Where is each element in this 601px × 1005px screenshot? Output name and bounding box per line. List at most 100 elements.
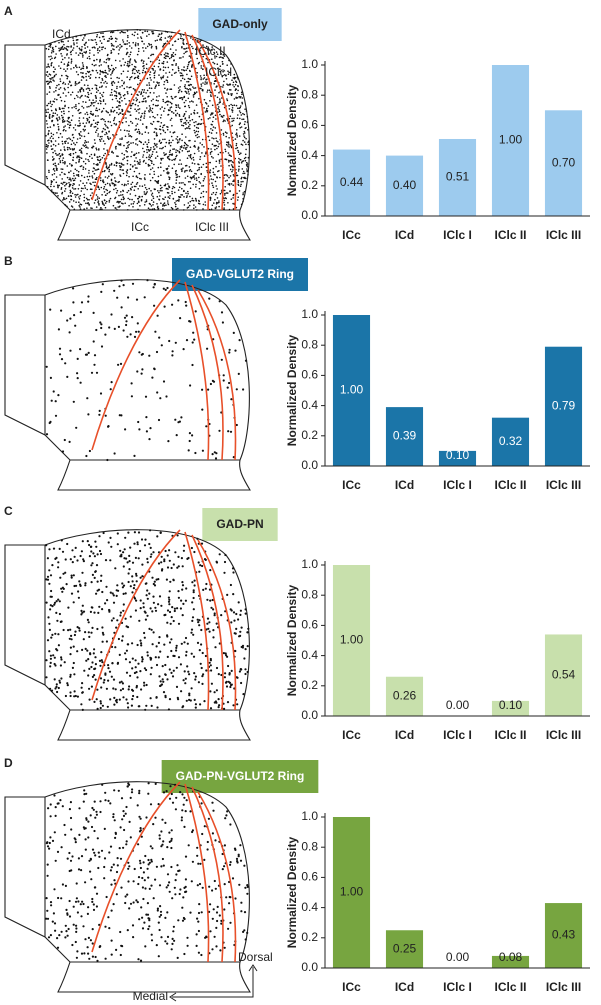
cell-dot: [137, 77, 139, 79]
cell-dot: [58, 88, 60, 90]
cell-dot: [142, 185, 144, 187]
cell-dot: [185, 147, 187, 149]
cell-dot: [48, 46, 50, 48]
cell-dot: [63, 113, 65, 115]
cell-dot: [83, 828, 85, 830]
panel-letter: A: [4, 4, 13, 18]
cell-dot: [135, 575, 137, 577]
cell-dot: [87, 413, 89, 415]
cell-dot: [50, 596, 52, 598]
cell-dot: [68, 172, 70, 174]
cell-dot: [90, 858, 92, 860]
cell-dot: [131, 667, 133, 669]
cell-dot: [193, 122, 195, 124]
cell-dot: [160, 561, 162, 563]
cell-dot: [175, 342, 177, 344]
cell-dot: [149, 105, 151, 107]
cell-dot: [58, 328, 60, 330]
cell-dot: [182, 150, 184, 152]
cell-dot: [123, 815, 125, 817]
cell-dot: [201, 192, 203, 194]
cell-dot: [87, 674, 89, 676]
cell-dot: [87, 85, 89, 87]
cell-dot: [226, 594, 228, 596]
cell-dot: [78, 857, 80, 859]
cell-dot: [112, 70, 114, 72]
cell-dot: [96, 156, 98, 158]
cell-dot: [218, 698, 220, 700]
cell-dot: [169, 698, 171, 700]
cell-dot: [191, 653, 193, 655]
cell-dot: [162, 840, 164, 842]
cell-dot: [56, 99, 58, 101]
cell-dot: [76, 39, 78, 41]
cell-dot: [142, 72, 144, 74]
cell-dot: [130, 142, 132, 144]
cell-dot: [61, 111, 63, 113]
cell-dot: [131, 791, 133, 793]
cell-dot: [238, 151, 240, 153]
cell-dot: [188, 673, 190, 675]
cell-dot: [190, 60, 192, 62]
cell-dot: [65, 95, 67, 97]
panel-letter: B: [4, 254, 13, 268]
cell-dot: [117, 201, 119, 203]
cell-dot: [185, 87, 187, 89]
cell-dot: [221, 97, 223, 99]
cell-dot: [223, 865, 225, 867]
cell-dot: [237, 861, 239, 863]
panel-letter: C: [4, 504, 13, 518]
cell-dot: [103, 532, 105, 534]
cell-dot: [105, 415, 107, 417]
cell-dot: [121, 31, 123, 33]
cell-dot: [171, 111, 173, 113]
cell-dot: [124, 902, 126, 904]
cell-dot: [131, 94, 133, 96]
cell-dot: [61, 61, 63, 63]
cell-dot: [180, 690, 182, 692]
cell-dot: [145, 47, 147, 49]
cell-dot: [168, 832, 170, 834]
cell-dot: [96, 206, 98, 208]
cell-dot: [104, 134, 106, 136]
cell-dot: [55, 860, 57, 862]
cell-dot: [101, 591, 103, 593]
cell-dot: [108, 68, 110, 70]
cell-dot: [143, 101, 145, 103]
cell-dot: [108, 70, 110, 72]
cell-dot: [102, 634, 104, 636]
cell-dot: [106, 688, 108, 690]
cell-dot: [242, 113, 244, 115]
cell-dot: [120, 858, 122, 860]
cell-dot: [108, 171, 110, 173]
cell-dot: [210, 383, 212, 385]
cell-dot: [212, 62, 214, 64]
cell-dot: [127, 643, 129, 645]
cell-dot: [135, 659, 137, 661]
cell-dot: [152, 551, 154, 553]
cell-dot: [161, 187, 163, 189]
cell-dot: [108, 167, 110, 169]
cell-dot: [160, 914, 162, 916]
cell-dot: [103, 203, 105, 205]
cell-dot: [113, 903, 115, 905]
cell-dot: [93, 120, 95, 122]
cell-dot: [75, 178, 77, 180]
cell-dot: [62, 573, 64, 575]
cell-dot: [185, 678, 187, 680]
cell-dot: [126, 148, 128, 150]
cell-dot: [146, 684, 148, 686]
cell-dot: [131, 64, 133, 66]
cell-dot: [179, 152, 181, 154]
cell-dot: [128, 141, 130, 143]
cell-dot: [118, 92, 120, 94]
cell-dot: [186, 81, 188, 83]
cell-dot: [117, 45, 119, 47]
cell-dot: [165, 72, 167, 74]
cell-dot: [213, 187, 215, 189]
cell-dot: [137, 131, 139, 133]
cell-dot: [231, 125, 233, 127]
cell-dot: [197, 134, 199, 136]
cell-dot: [62, 162, 64, 164]
cell-dot: [239, 118, 241, 120]
